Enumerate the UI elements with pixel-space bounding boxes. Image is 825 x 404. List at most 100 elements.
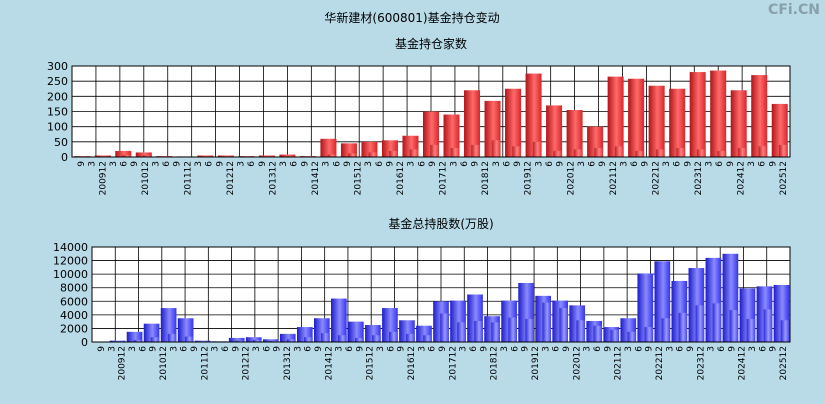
x-tick-label: 9 [385, 161, 395, 167]
bar-inner [656, 149, 665, 157]
bar-inner [457, 322, 466, 342]
bar-inner [355, 338, 364, 342]
x-tick-label: 9 [355, 346, 365, 352]
x-tick-label: 3 [128, 346, 138, 352]
chart-title: 基金总持股数(万股) [388, 216, 493, 231]
x-tick-label: 201312 [283, 346, 293, 380]
x-tick-label: 3 [747, 161, 757, 167]
y-tick-label: 8000 [60, 282, 88, 295]
x-tick-label: 3 [322, 161, 332, 167]
x-tick-label: 3 [252, 346, 262, 352]
bar [690, 72, 706, 157]
x-tick-label: 3 [169, 346, 179, 352]
x-tick-label: 3 [541, 346, 551, 352]
x-tick-label: 6 [304, 346, 314, 352]
page-title: 华新建材(600801)基金持仓变动 [324, 10, 499, 25]
x-tick-label: 9 [428, 161, 438, 167]
bar-inner [410, 149, 419, 157]
x-tick-label: 6 [510, 346, 520, 352]
bar-inner [423, 335, 432, 342]
x-tick-label: 6 [162, 161, 172, 167]
x-tick-label: 202412 [736, 161, 746, 195]
x-tick-label: 6 [502, 161, 512, 167]
x-tick-label: 9 [190, 346, 200, 352]
bar [546, 105, 562, 157]
y-tick-label: 100 [47, 121, 68, 134]
bar-inner [593, 326, 602, 342]
y-tick-label: 150 [47, 106, 68, 119]
x-tick-label: 9 [521, 346, 531, 352]
bar-inner [779, 145, 788, 157]
x-tick-label: 3 [88, 161, 98, 167]
x-tick-label: 3 [364, 161, 374, 167]
x-tick-label: 9 [645, 346, 655, 352]
bar-inner [758, 146, 767, 157]
x-tick-label: 9 [556, 161, 566, 167]
x-tick-label: 3 [583, 346, 593, 352]
x-tick-label: 3 [211, 346, 221, 352]
x-tick-label: 6 [552, 346, 562, 352]
x-tick-label: 9 [603, 346, 613, 352]
bar-inner [594, 148, 603, 157]
x-tick-label: 9 [77, 161, 87, 167]
x-tick-label: 9 [215, 161, 225, 167]
y-tick-label: 50 [54, 136, 68, 149]
x-tick-label: 201512 [366, 346, 376, 380]
x-tick-label: 6 [375, 161, 385, 167]
bar-inner [764, 309, 773, 342]
x-tick-label: 3 [335, 346, 345, 352]
x-tick-label: 201312 [268, 161, 278, 195]
x-tick-label: 3 [619, 161, 629, 167]
x-tick-label: 9 [438, 346, 448, 352]
x-tick-label: 3 [534, 161, 544, 167]
x-tick-label: 201412 [311, 161, 321, 195]
x-tick-label: 202412 [738, 346, 748, 380]
x-tick-label: 3 [449, 161, 459, 167]
bar-inner [553, 151, 562, 157]
x-tick-label: 3 [151, 161, 161, 167]
bar-inner [645, 327, 654, 342]
x-tick-label: 201612 [407, 346, 417, 380]
x-tick-label: 201712 [439, 161, 449, 195]
x-tick-label: 202212 [651, 161, 661, 195]
bar-inner [696, 305, 705, 342]
x-tick-label: 6 [205, 161, 215, 167]
x-tick-label: 201012 [141, 161, 151, 195]
x-tick-label: 202012 [566, 161, 576, 195]
x-tick-label: 9 [562, 346, 572, 352]
x-tick-label: 6 [428, 346, 438, 352]
x-tick-label: 202512 [779, 161, 789, 195]
bar-inner [781, 320, 790, 342]
x-tick-label: 6 [386, 346, 396, 352]
bar-inner [512, 146, 521, 157]
bar-inner [338, 335, 347, 342]
x-tick-label: 9 [598, 161, 608, 167]
x-tick-label: 9 [258, 161, 268, 167]
x-tick-label: 6 [717, 346, 727, 352]
x-tick-label: 6 [345, 346, 355, 352]
x-tick-label: 9 [683, 161, 693, 167]
bar-inner [574, 149, 583, 157]
x-tick-label: 3 [459, 346, 469, 352]
x-tick-label: 3 [109, 161, 119, 167]
x-tick-label: 201712 [448, 346, 458, 380]
bar-inner [508, 318, 517, 342]
x-tick-label: 6 [634, 346, 644, 352]
bar-inner [440, 314, 449, 343]
watermark: CFi.CN [768, 2, 820, 18]
x-tick-label: 3 [707, 346, 717, 352]
chart-fund-shares: 基金总持股数(万股)020004000600080001000012000140… [53, 216, 790, 380]
x-tick-label: 3 [705, 161, 715, 167]
x-tick-label: 201212 [242, 346, 252, 380]
bar-inner [389, 151, 398, 157]
bar-inner [676, 148, 685, 157]
bar-inner [610, 330, 619, 342]
x-tick-label: 201512 [354, 161, 364, 195]
x-tick-label: 9 [479, 346, 489, 352]
y-tick-label: 4000 [60, 309, 88, 322]
x-tick-label: 3 [407, 161, 417, 167]
y-tick-label: 14000 [53, 241, 88, 254]
bar-inner [717, 151, 726, 157]
